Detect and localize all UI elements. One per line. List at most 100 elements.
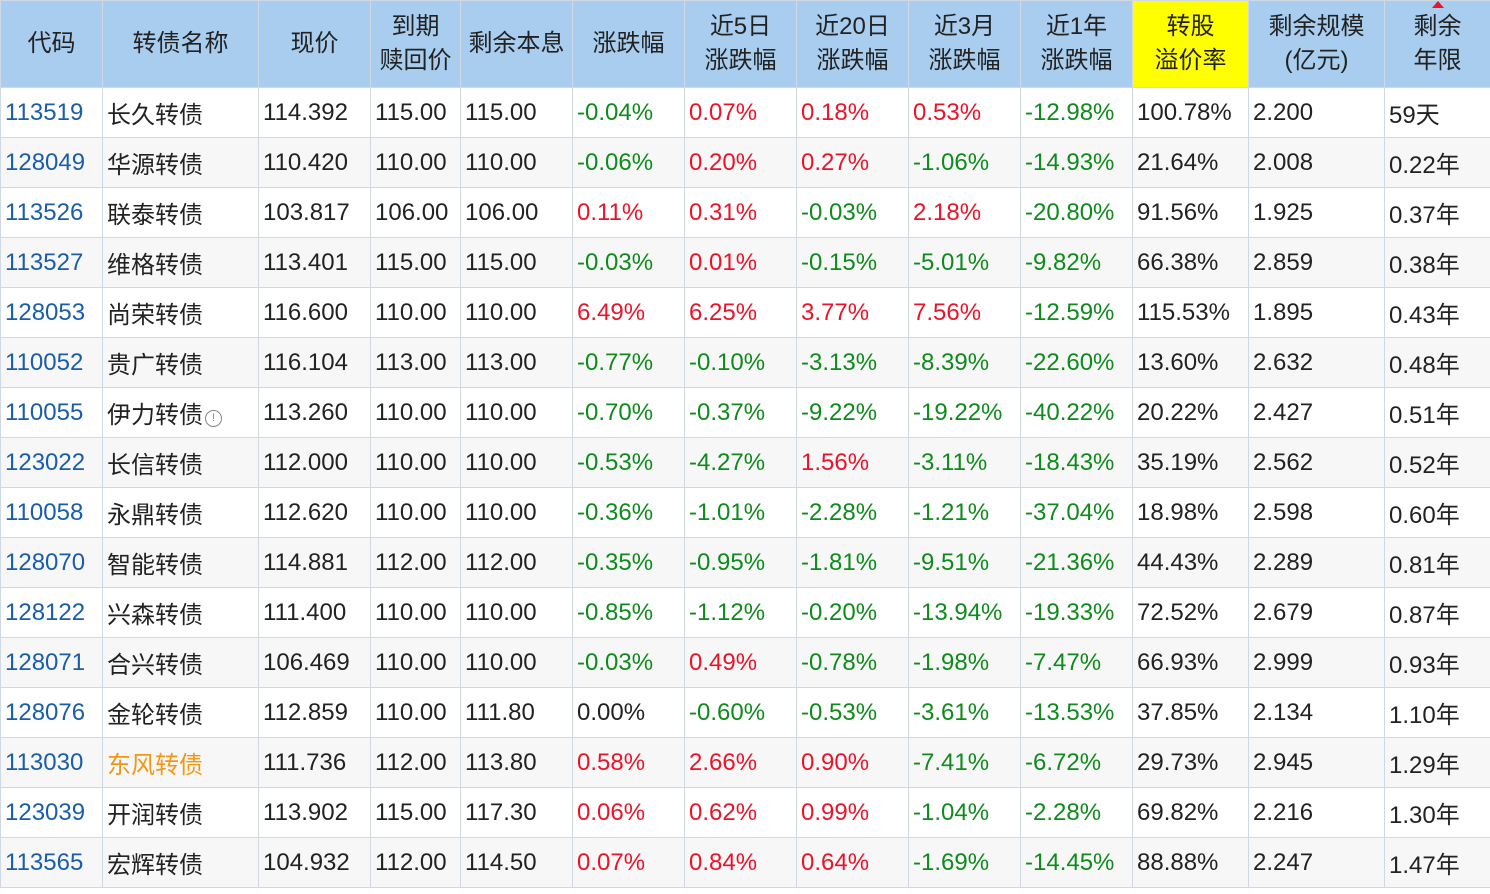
table-row[interactable]: 113519 长久转债 114.392 115.00 115.00 -0.04% 0.07%…	[0, 87, 1490, 138]
column-header-chg20[interactable]: 近20日 涨跌幅	[796, 0, 909, 88]
code-value[interactable]: 113527	[5, 248, 84, 276]
cell-code[interactable]: 128122	[0, 587, 103, 638]
table-row[interactable]: 110052 贵广转债 116.104 113.00 113.00 -0.77% -0.10…	[0, 337, 1490, 388]
cell-name[interactable]: 联泰转债	[102, 187, 259, 238]
cell-name[interactable]: 开润转债	[102, 787, 259, 838]
cell-code[interactable]: 110055	[0, 387, 103, 438]
table-row[interactable]: 113565 宏辉转债 104.932 112.00 114.50 0.07% 0.84% 0…	[0, 837, 1490, 888]
table-row[interactable]: 128049 华源转债 110.420 110.00 110.00 -0.06% 0.20%…	[0, 137, 1490, 188]
cell-name[interactable]: 尚荣转债	[102, 287, 259, 338]
code-value[interactable]: 123022	[5, 448, 86, 476]
code-value[interactable]: 113526	[5, 198, 84, 226]
name-value[interactable]: 长久转债	[107, 102, 203, 129]
table-row[interactable]: 113526 联泰转债 103.817 106.00 106.00 0.11% 0.31% -…	[0, 187, 1490, 238]
table-row[interactable]: 113527 维格转债 113.401 115.00 115.00 -0.03% 0.01%…	[0, 237, 1490, 288]
cell-code[interactable]: 123039	[0, 787, 103, 838]
name-value[interactable]: 开润转债	[107, 802, 203, 829]
cell-remain: 113.00	[460, 337, 573, 388]
cell-name[interactable]: 智能转债	[102, 537, 259, 588]
cell-name[interactable]: 长久转债	[102, 87, 259, 138]
cell-code[interactable]: 128070	[0, 537, 103, 588]
table-row[interactable]: 123039 开润转债 113.902 115.00 117.30 0.06% 0.62% 0…	[0, 787, 1490, 838]
cell-code[interactable]: 110058	[0, 487, 103, 538]
cell-chg1y: -9.82%	[1020, 237, 1133, 288]
cell-name[interactable]: 兴森转债	[102, 587, 259, 638]
table-row[interactable]: 110055 伊力转债! 113.260 110.00 110.00 -0.70% -0.3…	[0, 387, 1490, 438]
name-value[interactable]: 东风转债	[107, 752, 203, 779]
cell-remain: 113.80	[460, 737, 573, 788]
code-value[interactable]: 128122	[5, 598, 86, 626]
column-header-premium[interactable]: 转股 溢价率	[1132, 0, 1249, 88]
premium-value: 66.38%	[1137, 248, 1219, 276]
cell-name[interactable]: 合兴转债	[102, 637, 259, 688]
table-row[interactable]: 128122 兴森转债 111.400 110.00 110.00 -0.85% -1.12…	[0, 587, 1490, 638]
code-value[interactable]: 113565	[5, 848, 84, 876]
cell-code[interactable]: 128053	[0, 287, 103, 338]
cell-name[interactable]: 贵广转债	[102, 337, 259, 388]
code-value[interactable]: 128053	[5, 298, 86, 326]
column-header-redeem[interactable]: 到期 赎回价	[370, 0, 461, 88]
name-value[interactable]: 金轮转债	[107, 702, 203, 729]
cell-name[interactable]: 金轮转债	[102, 687, 259, 738]
code-value[interactable]: 128049	[5, 148, 86, 176]
column-header-code[interactable]: 代码	[0, 0, 103, 88]
table-row[interactable]: 128070 智能转债 114.881 112.00 112.00 -0.35% -0.95…	[0, 537, 1490, 588]
column-header-scale[interactable]: 剩余规模 (亿元)	[1248, 0, 1385, 88]
cell-code[interactable]: 113527	[0, 237, 103, 288]
table-row[interactable]: 110058 永鼎转债 112.620 110.00 110.00 -0.36% -1.01…	[0, 487, 1490, 538]
column-header-chg[interactable]: 涨跌幅	[572, 0, 685, 88]
cell-name[interactable]: 东风转债	[102, 737, 259, 788]
cell-code[interactable]: 113030	[0, 737, 103, 788]
cell-code[interactable]: 113519	[0, 87, 103, 138]
cell-name[interactable]: 长信转债	[102, 437, 259, 488]
code-value[interactable]: 110058	[5, 498, 84, 526]
cell-code[interactable]: 113565	[0, 837, 103, 888]
code-value[interactable]: 110052	[5, 348, 84, 376]
column-header-name[interactable]: 转债名称	[102, 0, 259, 88]
name-value[interactable]: 长信转债	[107, 452, 203, 479]
name-value[interactable]: 智能转债	[107, 552, 203, 579]
code-value[interactable]: 110055	[5, 398, 84, 426]
cell-name[interactable]: 永鼎转债	[102, 487, 259, 538]
cell-name[interactable]: 宏辉转债	[102, 837, 259, 888]
name-value[interactable]: 宏辉转债	[107, 852, 203, 879]
table-row[interactable]: 128071 合兴转债 106.469 110.00 110.00 -0.03% 0.49%…	[0, 637, 1490, 688]
name-value[interactable]: 贵广转债	[107, 352, 203, 379]
cell-name[interactable]: 华源转债	[102, 137, 259, 188]
cell-name[interactable]: 伊力转债!	[102, 387, 259, 438]
code-value[interactable]: 113030	[5, 748, 84, 776]
column-header-chg1y[interactable]: 近1年 涨跌幅	[1020, 0, 1133, 88]
cell-name[interactable]: 维格转债	[102, 237, 259, 288]
column-header-price[interactable]: 现价	[258, 0, 371, 88]
table-row[interactable]: 123022 长信转债 112.000 110.00 110.00 -0.53% -4.27…	[0, 437, 1490, 488]
cell-code[interactable]: 128076	[0, 687, 103, 738]
code-value[interactable]: 113519	[5, 98, 84, 126]
code-value[interactable]: 128070	[5, 548, 86, 576]
cell-code[interactable]: 113526	[0, 187, 103, 238]
cell-code[interactable]: 128071	[0, 637, 103, 688]
column-header-chg3m[interactable]: 近3月 涨跌幅	[908, 0, 1021, 88]
table-row[interactable]: 128076 金轮转债 112.859 110.00 111.80 0.00% -0.60%…	[0, 687, 1490, 738]
name-value[interactable]: 伊力转债	[107, 402, 203, 429]
years-value: 0.38年	[1389, 252, 1460, 279]
cell-code[interactable]: 123022	[0, 437, 103, 488]
table-row[interactable]: 128053 尚荣转债 116.600 110.00 110.00 6.49% 6.25% 3…	[0, 287, 1490, 338]
cell-remain: 110.00	[460, 287, 573, 338]
name-value[interactable]: 永鼎转债	[107, 502, 203, 529]
name-value[interactable]: 联泰转债	[107, 202, 203, 229]
table-row[interactable]: 113030 东风转债 111.736 112.00 113.80 0.58% 2.66% 0…	[0, 737, 1490, 788]
name-value[interactable]: 维格转债	[107, 252, 203, 279]
name-value[interactable]: 合兴转债	[107, 652, 203, 679]
code-value[interactable]: 123039	[5, 798, 86, 826]
code-value[interactable]: 128071	[5, 648, 86, 676]
code-value[interactable]: 128076	[5, 698, 86, 726]
info-icon[interactable]: !	[205, 410, 222, 427]
name-value[interactable]: 华源转债	[107, 152, 203, 179]
column-header-years[interactable]: 剩余 年限	[1384, 0, 1490, 88]
name-value[interactable]: 尚荣转债	[107, 302, 203, 329]
column-header-chg5[interactable]: 近5日 涨跌幅	[684, 0, 797, 88]
column-header-remain[interactable]: 剩余本息	[460, 0, 573, 88]
cell-code[interactable]: 110052	[0, 337, 103, 388]
name-value[interactable]: 兴森转债	[107, 602, 203, 629]
cell-code[interactable]: 128049	[0, 137, 103, 188]
